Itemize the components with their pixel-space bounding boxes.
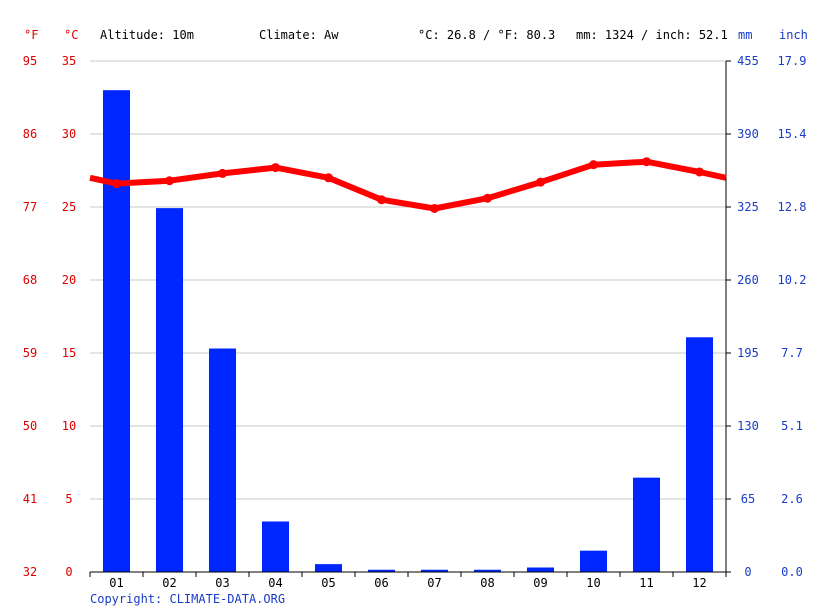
precipitation-bar (632, 477, 661, 572)
month-label: 07 (427, 576, 441, 590)
month-label: 12 (692, 576, 706, 590)
inch-tick-label: 7.7 (781, 346, 803, 360)
precipitation-bar (367, 569, 396, 572)
celsius-tick-label: 35 (62, 54, 76, 68)
month-label: 06 (374, 576, 388, 590)
mm-unit-label: mm (738, 28, 753, 42)
precipitation-bar (685, 337, 714, 572)
temperature-polyline (89, 158, 727, 212)
celsius-unit-label: °C (64, 28, 79, 42)
temperature-point (536, 177, 545, 187)
temperature-point (589, 160, 598, 170)
inch-tick-label: 5.1 (781, 419, 803, 433)
fahrenheit-tick-label: 77 (23, 200, 37, 214)
temperature-point (430, 203, 439, 213)
fahrenheit-tick-label: 95 (23, 54, 37, 68)
mm-tick-label: 65 (741, 492, 755, 506)
copyright-text: Copyright: CLIMATE-DATA.ORG (90, 592, 286, 606)
temperature-point (271, 163, 280, 173)
grid-layer (90, 60, 726, 500)
temperature-point (112, 179, 121, 189)
month-label: 03 (215, 576, 229, 590)
mm-tick-label: 130 (737, 419, 759, 433)
inch-tick-label: 0.0 (781, 565, 803, 579)
fahrenheit-tick-label: 86 (23, 127, 37, 141)
celsius-tick-label: 20 (62, 273, 76, 287)
temperature-point (324, 173, 333, 183)
month-label: 08 (480, 576, 494, 590)
axes-layer (89, 60, 731, 577)
inch-unit-label: inch (779, 28, 808, 42)
precipitation-bar (420, 569, 449, 572)
precipitation-bar (526, 567, 555, 572)
month-label: 05 (321, 576, 335, 590)
temperature-point (377, 195, 386, 205)
month-label: 04 (268, 576, 282, 590)
temperature-point (695, 167, 704, 177)
precipitation-bar (208, 348, 237, 572)
temperature-point (483, 193, 492, 203)
fahrenheit-tick-label: 50 (23, 419, 37, 433)
inch-tick-label: 15.4 (778, 127, 807, 141)
month-label: 01 (109, 576, 123, 590)
mm-tick-label: 455 (737, 54, 759, 68)
inch-tick-label: 17.9 (778, 54, 807, 68)
climate-label: Climate: Aw (259, 28, 339, 42)
precipitation-bar (261, 521, 290, 572)
precipitation-bar (155, 208, 184, 572)
precipitation-bar (473, 569, 502, 572)
month-label: 09 (533, 576, 547, 590)
average-temperature-label: °C: 26.8 / °F: 80.3 (418, 28, 556, 42)
month-label: 11 (639, 576, 653, 590)
celsius-tick-label: 10 (62, 419, 76, 433)
celsius-tick-label: 15 (62, 346, 76, 360)
month-label: 10 (586, 576, 600, 590)
month-label: 02 (162, 576, 176, 590)
mm-tick-label: 325 (737, 200, 759, 214)
temperature-line (89, 157, 727, 213)
fahrenheit-tick-label: 68 (23, 273, 37, 287)
total-precipitation-label: mm: 1324 / inch: 52.1 (576, 28, 728, 42)
mm-tick-label: 390 (737, 127, 759, 141)
inch-tick-label: 10.2 (778, 273, 807, 287)
fahrenheit-tick-label: 32 (23, 565, 37, 579)
inch-tick-label: 2.6 (781, 492, 803, 506)
precipitation-bar (579, 550, 608, 572)
altitude-label: Altitude: 10m (100, 28, 194, 42)
precipitation-bars (102, 90, 714, 572)
mm-tick-label: 195 (737, 346, 759, 360)
temperature-point (218, 168, 227, 178)
celsius-tick-label: 30 (62, 127, 76, 141)
celsius-tick-label: 5 (65, 492, 72, 506)
inch-tick-label: 12.8 (778, 200, 807, 214)
fahrenheit-unit-label: °F (24, 28, 39, 42)
precipitation-bar (102, 90, 131, 572)
fahrenheit-tick-label: 41 (23, 492, 37, 506)
axis-labels: 95 35 455 17.986 30 390 15.477 25 325 12.868 20 260… (23, 54, 807, 590)
mm-tick-label: 260 (737, 273, 759, 287)
mm-tick-label: 0 (744, 565, 751, 579)
celsius-tick-label: 25 (62, 200, 76, 214)
temperature-point (642, 157, 651, 167)
precipitation-bar (314, 564, 343, 572)
fahrenheit-tick-label: 59 (23, 346, 37, 360)
temperature-point (165, 176, 174, 186)
celsius-tick-label: 0 (65, 565, 72, 579)
